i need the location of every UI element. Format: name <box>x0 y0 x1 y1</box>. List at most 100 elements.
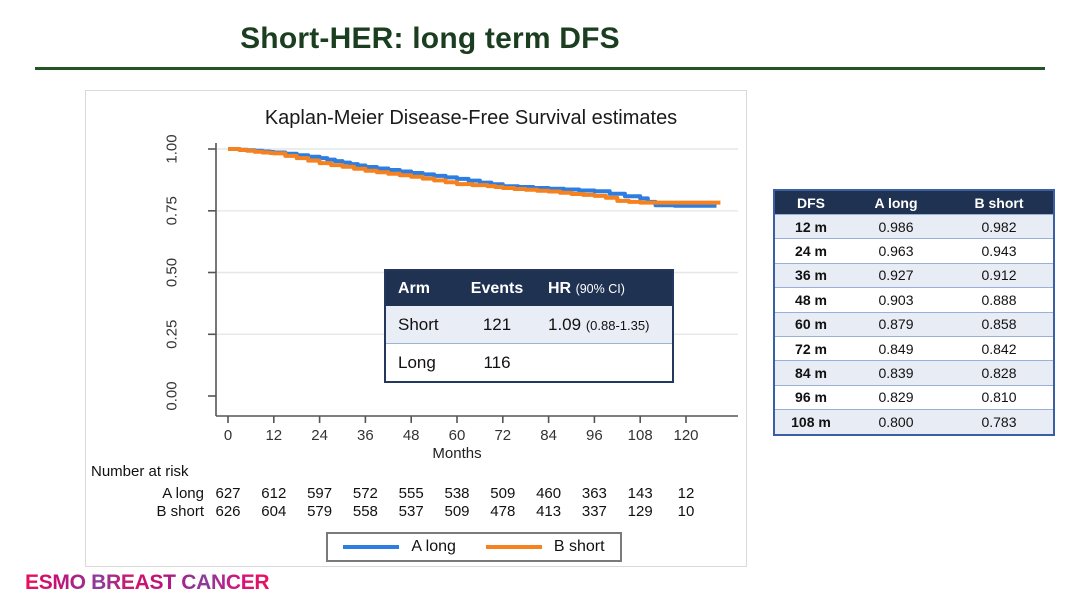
km-curve-b-short <box>228 147 721 205</box>
y-tick-label: 0.50 <box>164 258 181 287</box>
risk-count: 604 <box>261 503 287 520</box>
dfs-row-96m: 96 m 0.829 0.810 <box>775 384 1053 410</box>
hr-inset-short-arm: Short <box>398 314 439 334</box>
dfs-row-72m: 72 m 0.849 0.842 <box>775 335 1053 361</box>
x-tick-label: 36 <box>357 427 374 444</box>
legend-item-a-long: A long <box>343 538 456 556</box>
dfs-value: 0.963 <box>878 243 914 260</box>
km-chart-panel: Kaplan-Meier Disease-Free Survival estim… <box>85 90 747 567</box>
risk-count: 460 <box>536 485 562 502</box>
x-tick-label: 108 <box>628 427 653 444</box>
dfs-value: 0.828 <box>981 365 1017 382</box>
chart-title: Kaplan-Meier Disease-Free Survival estim… <box>264 107 678 129</box>
x-tick-label: 120 <box>673 427 698 444</box>
dfs-row-24m: 24 m 0.963 0.943 <box>775 238 1053 263</box>
dfs-value: 0.810 <box>981 389 1017 406</box>
dfs-value: 0.986 <box>878 218 914 235</box>
risk-count: 143 <box>627 485 653 502</box>
risk-count: 537 <box>398 503 424 520</box>
dfs-timepoint: 108 m <box>791 413 831 430</box>
dfs-row-36m: 36 m 0.927 0.912 <box>775 262 1053 288</box>
dfs-value: 0.982 <box>981 218 1017 235</box>
y-tick-label: 0.25 <box>164 320 181 349</box>
hr-inset-short-hr: 1.09 (0.88-1.35) <box>548 314 650 334</box>
risk-count: 509 <box>444 503 470 520</box>
dfs-row-12m: 12 m 0.986 0.982 <box>775 214 1053 239</box>
risk-count: 572 <box>352 485 378 502</box>
legend-line-swatch <box>343 545 400 549</box>
x-tick-label: 60 <box>449 427 466 444</box>
dfs-row-48m: 48 m 0.903 0.888 <box>775 287 1053 312</box>
dfs-timepoint: 12 m <box>795 218 827 235</box>
dfs-table-body: 12 m 0.986 0.982 24 m 0.963 0.943 36 m 0.927 0.9… <box>775 214 1053 434</box>
risk-count: 558 <box>352 503 378 520</box>
x-tick-label: 48 <box>403 427 420 444</box>
risk-count: 363 <box>581 485 607 502</box>
dfs-row-60m: 60 m 0.879 0.858 <box>775 311 1053 336</box>
dfs-value: 0.800 <box>878 413 914 430</box>
slide-title: Short-HER: long term DFS <box>240 22 620 55</box>
dfs-header-dfs: DFS <box>797 194 825 211</box>
dfs-value: 0.912 <box>981 267 1017 284</box>
dfs-header-b-short: B short <box>974 194 1024 211</box>
dfs-timepoint: 24 m <box>795 243 827 260</box>
dfs-value: 0.839 <box>878 365 914 382</box>
risk-count: 337 <box>581 503 607 520</box>
x-tick-label: 24 <box>311 427 328 444</box>
dfs-row-108m: 108 m 0.800 0.783 <box>775 409 1053 434</box>
risk-count: 129 <box>627 503 653 520</box>
dfs-value: 0.849 <box>878 340 914 357</box>
hr-inset-header-row: Arm Events HR (90% CI) <box>386 271 672 306</box>
risk-row-label: A long <box>162 485 204 502</box>
x-tick-label: 72 <box>494 427 511 444</box>
dfs-timepoint: 60 m <box>795 316 827 333</box>
dfs-value: 0.879 <box>878 316 914 333</box>
hr-inset-row-long: Long 116 <box>386 344 672 381</box>
risk-row-b-short: B short 626 604 579 558 537 509 478 413 337 129 10 <box>86 503 746 520</box>
risk-count: 12 <box>677 485 695 502</box>
dfs-value: 0.903 <box>878 291 914 308</box>
dfs-value: 0.783 <box>981 413 1017 430</box>
legend-label: B short <box>553 538 605 555</box>
risk-row-a-long: A long 627 612 597 572 555 538 509 460 363 143 12 <box>86 485 746 502</box>
x-tick-label: 84 <box>540 427 557 444</box>
risk-count: 509 <box>490 485 516 502</box>
hr-inset-header-hr: HR (90% CI) <box>548 279 625 297</box>
title-rule <box>35 67 1045 70</box>
dfs-value: 0.829 <box>878 389 914 406</box>
risk-count: 555 <box>398 485 424 502</box>
dfs-value: 0.858 <box>981 316 1017 333</box>
dfs-summary-table: DFS A long B short 12 m 0.986 0.982 24 m 0.963… <box>773 189 1055 436</box>
risk-count: 579 <box>307 503 333 520</box>
hr-inset-row-short: Short 121 1.09 (0.88-1.35) <box>386 306 672 344</box>
dfs-value: 0.927 <box>878 267 914 284</box>
hr-inset-long-events: 116 <box>483 352 511 372</box>
risk-count: 626 <box>215 503 241 520</box>
esmo-breast-cancer-logo: ESMO BREAST CANCER <box>25 571 270 594</box>
legend-item-b-short: B short <box>485 538 605 556</box>
risk-count: 10 <box>677 503 695 520</box>
risk-count: 538 <box>444 485 470 502</box>
hr-inset-header-events: Events <box>470 279 524 297</box>
hr-inset-header-arm: Arm <box>398 279 431 297</box>
dfs-table-header-row: DFS A long B short <box>775 191 1053 214</box>
dfs-timepoint: 48 m <box>795 291 827 308</box>
dfs-row-84m: 84 m 0.839 0.828 <box>775 360 1053 385</box>
dfs-value: 0.888 <box>981 291 1017 308</box>
dfs-header-a-long: A long <box>874 194 918 211</box>
hr-inset-short-events: 121 <box>482 314 512 334</box>
risk-count: 612 <box>261 485 287 502</box>
dfs-timepoint: 84 m <box>795 365 827 382</box>
legend-label: A long <box>411 538 456 555</box>
y-tick-label: 1.00 <box>164 134 181 163</box>
number-at-risk-label: Number at risk <box>91 463 189 480</box>
risk-count: 413 <box>536 503 562 520</box>
dfs-value: 0.943 <box>981 243 1017 260</box>
dfs-timepoint: 36 m <box>795 267 827 284</box>
risk-row-label: B short <box>156 503 204 520</box>
risk-count: 478 <box>490 503 516 520</box>
y-tick-label: 0.75 <box>164 196 181 225</box>
y-tick-label: 0.00 <box>164 381 181 410</box>
risk-count: 597 <box>307 485 333 502</box>
